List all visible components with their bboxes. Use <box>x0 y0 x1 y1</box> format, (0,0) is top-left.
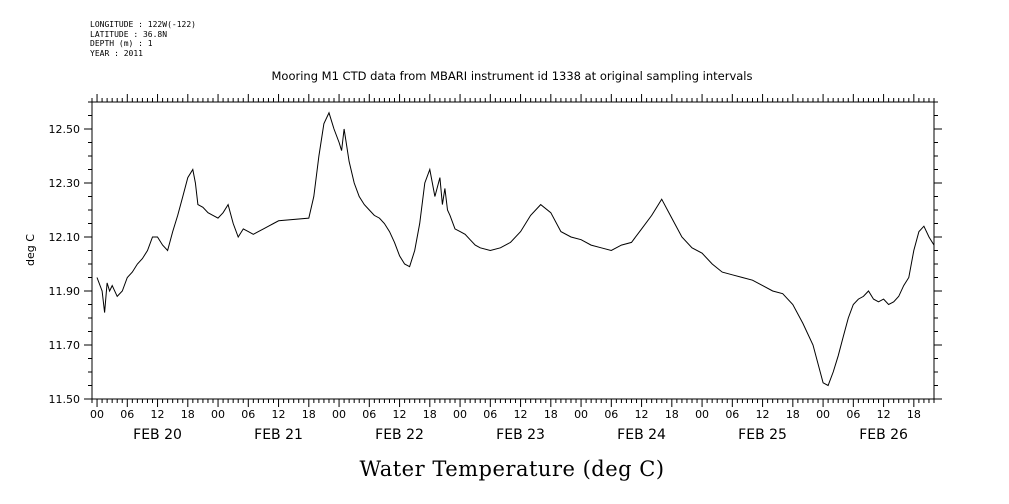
depth-text: DEPTH (m) : 1 <box>90 39 153 48</box>
x-tick-label: 18 <box>665 408 679 421</box>
x-tick-label: 06 <box>483 408 497 421</box>
x-tick-label: 12 <box>877 408 891 421</box>
x-tick-label: 00 <box>90 408 104 421</box>
x-tick-label: 18 <box>786 408 800 421</box>
y-tick-label: 11.50 <box>49 393 81 406</box>
day-label: FEB 23 <box>496 427 545 443</box>
x-tick-label: 00 <box>211 408 225 421</box>
x-tick-label: 18 <box>181 408 195 421</box>
day-label: FEB 25 <box>738 427 787 443</box>
day-label: FEB 20 <box>133 427 182 443</box>
x-tick-label: 00 <box>453 408 467 421</box>
x-tick-label: 06 <box>362 408 376 421</box>
series-line-water-temperature <box>96 111 935 387</box>
x-tick-label: 00 <box>574 408 588 421</box>
x-tick-label: 12 <box>635 408 649 421</box>
x-tick-label: 12 <box>393 408 407 421</box>
y-tick-label: 11.70 <box>49 339 81 352</box>
x-tick-label: 12 <box>151 408 165 421</box>
y-tick-labels: 11.50 11.70 11.90 12.10 12.30 12.50 <box>49 123 81 406</box>
year-text: YEAR : 2011 <box>90 48 143 58</box>
y-tick-label: 12.50 <box>49 123 81 136</box>
x-tick-label: 06 <box>120 408 134 421</box>
x-tick-label: 06 <box>604 408 618 421</box>
day-label: FEB 22 <box>375 427 424 443</box>
x-tick-labels: 00 06 12 18 00 06 12 18 00 06 12 18 00 06 12 18 00 06 12 18… <box>90 408 921 421</box>
x-tick-label: 18 <box>544 408 558 421</box>
x-tick-label: 00 <box>816 408 830 421</box>
x-axis-label: Water Temperature (deg C) <box>359 457 664 481</box>
x-tick-label: 00 <box>695 408 709 421</box>
x-tick-label: 18 <box>907 408 921 421</box>
y-tick-label: 11.90 <box>49 285 81 298</box>
chart-title: Mooring M1 CTD data from MBARI instrumen… <box>272 69 753 83</box>
x-tick-label: 12 <box>272 408 286 421</box>
day-label: FEB 21 <box>254 427 303 443</box>
day-label: FEB 26 <box>859 427 908 443</box>
x-tick-label: 06 <box>725 408 739 421</box>
x-tick-label: 12 <box>756 408 770 421</box>
longitude-text: LONGITUDE : 122W(-122) <box>90 20 196 29</box>
metadata-block: LONGITUDE : 122W(-122) LATITUDE : 36.8N … <box>90 20 196 58</box>
x-tick-label: 06 <box>241 408 255 421</box>
y-axis-label: deg C <box>24 234 37 266</box>
latitude-text: LATITUDE : 36.8N <box>90 29 168 39</box>
x-tick-label: 18 <box>302 408 316 421</box>
y-tick-label: 12.10 <box>49 231 81 244</box>
x-tick-label: 06 <box>846 408 860 421</box>
x-tick-label: 18 <box>423 408 437 421</box>
x-tick-label: 12 <box>514 408 528 421</box>
plot-frame <box>91 101 935 400</box>
day-labels: FEB 20 FEB 21 FEB 22 FEB 23 FEB 24 FEB 25 FEB … <box>133 427 908 443</box>
y-tick-label: 12.30 <box>49 177 81 190</box>
day-label: FEB 24 <box>617 427 666 443</box>
axis-ticks <box>84 94 942 407</box>
x-tick-label: 00 <box>332 408 346 421</box>
